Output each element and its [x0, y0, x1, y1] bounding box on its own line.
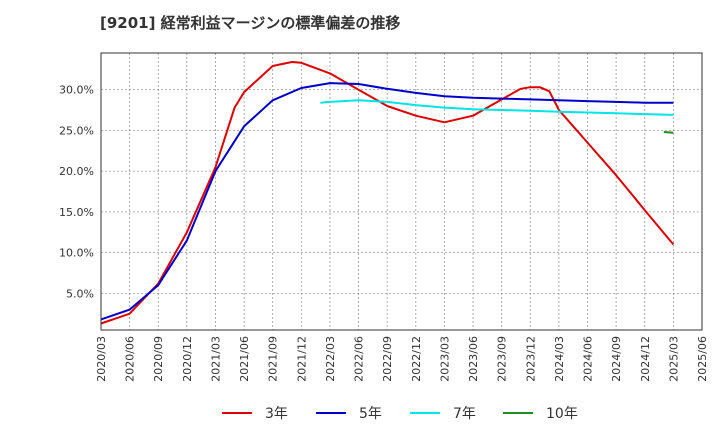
x-tick-label: 2023/12 — [524, 336, 537, 382]
x-axis-ticks: 2020/03 2020/06 2020/09 2020/12 2021/03 2021/… — [95, 336, 709, 382]
y-tick-label: 15.0% — [59, 206, 94, 219]
legend-label: 3年 — [265, 406, 288, 422]
x-tick-label: 2024/03 — [553, 336, 566, 382]
x-tick-label: 2023/09 — [496, 336, 509, 382]
x-tick-label: 2024/06 — [582, 336, 595, 382]
x-tick-label: 2023/03 — [438, 336, 451, 382]
x-tick-label: 2021/12 — [295, 336, 308, 382]
legend-label: 10年 — [546, 406, 578, 422]
y-tick-label: 5.0% — [66, 287, 94, 300]
y-tick-label: 30.0% — [59, 84, 94, 97]
x-tick-label: 2023/06 — [467, 336, 480, 382]
series-layer — [100, 61, 675, 325]
x-tick-label: 2022/09 — [381, 336, 394, 382]
x-tick-label: 2024/09 — [610, 336, 623, 382]
series-line-3年 — [100, 61, 675, 325]
plot-area-frame — [100, 52, 703, 331]
x-tick-label: 2022/12 — [410, 336, 423, 382]
x-tick-label: 2022/06 — [353, 336, 366, 382]
legend-label: 7年 — [453, 406, 476, 422]
x-tick-label: 2025/03 — [667, 336, 680, 382]
chart-title: [9201] 経常利益マージンの標準偏差の推移 — [100, 14, 401, 32]
x-tick-label: 2020/12 — [181, 336, 194, 382]
y-tick-label: 25.0% — [59, 124, 94, 137]
x-tick-label: 2020/03 — [95, 336, 108, 382]
series-line-5年 — [100, 82, 674, 321]
x-tick-label: 2021/09 — [267, 336, 280, 382]
y-axis-ticks: 5.0% 10.0% 15.0% 20.0% 25.0% 30.0% — [59, 84, 94, 301]
legend: 3年 5年 7年 10年 — [222, 406, 578, 422]
x-tick-label: 2021/03 — [209, 336, 222, 382]
x-tick-label: 2020/06 — [124, 336, 137, 382]
y-tick-label: 20.0% — [59, 165, 94, 178]
x-tick-label: 2022/03 — [324, 336, 337, 382]
x-tick-label: 2024/12 — [639, 336, 652, 382]
legend-label: 5年 — [359, 406, 382, 422]
series-line-10年 — [663, 131, 674, 134]
x-tick-label: 2020/09 — [152, 336, 165, 382]
grid-layer — [100, 53, 703, 330]
x-tick-label: 2025/06 — [696, 336, 709, 382]
x-tick-label: 2021/06 — [238, 336, 251, 382]
y-tick-label: 10.0% — [59, 247, 94, 260]
series-line-7年 — [320, 99, 674, 116]
